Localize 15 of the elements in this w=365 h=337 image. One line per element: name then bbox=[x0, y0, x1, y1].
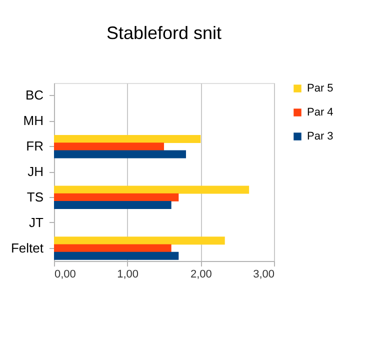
y-tick-label: MH bbox=[23, 113, 44, 128]
y-tick-label: BC bbox=[25, 88, 44, 103]
y-tick-label: TS bbox=[26, 189, 44, 204]
y-tick-label: JT bbox=[29, 214, 44, 230]
x-tick-label: 2,00 bbox=[190, 268, 212, 280]
x-tick-label: 3,00 bbox=[253, 268, 274, 280]
y-tick-label: FR bbox=[26, 138, 44, 154]
y-tick-label: Feltet bbox=[10, 240, 44, 256]
x-tick-label: 1,00 bbox=[117, 268, 139, 280]
chart-title: Stableford snit bbox=[106, 23, 222, 43]
legend-label: Par 3 bbox=[307, 130, 334, 142]
x-tick-label: 0,00 bbox=[54, 268, 76, 280]
legend-label: Par 4 bbox=[307, 106, 334, 118]
y-tick-label: JH bbox=[28, 164, 44, 179]
legend-label: Par 5 bbox=[307, 82, 334, 94]
